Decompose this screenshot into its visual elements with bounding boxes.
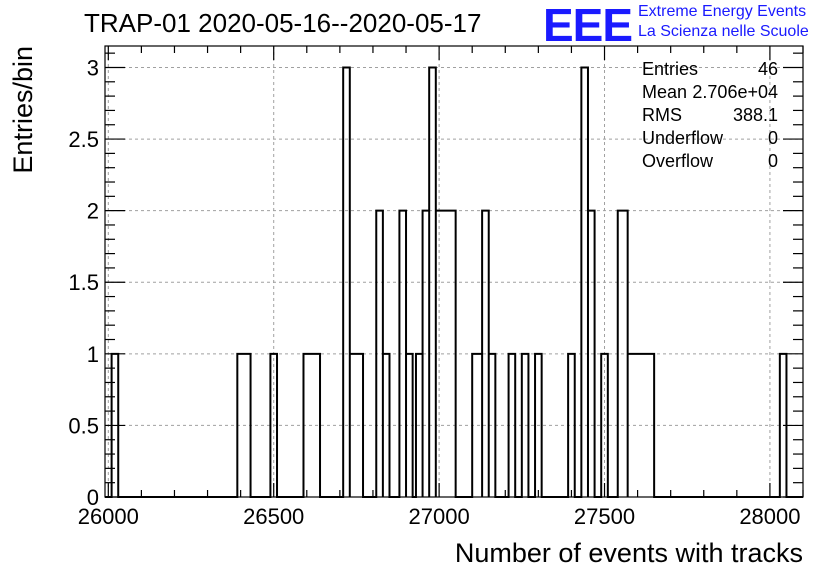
histogram-bin — [482, 211, 489, 497]
histogram-bin — [343, 67, 350, 497]
x-tick-label: 26000 — [78, 504, 139, 529]
logo-caption-line2: La Scienza nelle Scuole — [638, 23, 809, 40]
histogram-bin — [383, 354, 390, 497]
stats-box: Entries 46 Mean 2.706e+04 RMS 388.1 Unde… — [640, 58, 780, 173]
stat-underflow: Underflow 0 — [640, 127, 780, 150]
histogram-bin — [376, 211, 383, 497]
stat-rms-value: 388.1 — [732, 105, 778, 125]
histogram-bin — [436, 211, 456, 497]
stat-mean-value: 2.706e+04 — [692, 82, 778, 102]
histogram-bin — [472, 354, 482, 497]
histogram-bin — [416, 354, 423, 497]
histogram-bin — [628, 354, 654, 497]
stat-entries-value: 46 — [757, 59, 778, 79]
x-axis-title: Number of events with tracks — [455, 538, 803, 568]
histogram-bin — [601, 354, 608, 497]
stat-overflow-label: Overflow — [642, 151, 714, 171]
histogram-bin — [406, 354, 413, 497]
stat-overflow-value: 0 — [767, 151, 778, 171]
y-tick-label: 0 — [87, 485, 99, 510]
stat-rms: RMS 388.1 — [640, 104, 780, 127]
histogram-bin — [237, 354, 250, 497]
stat-mean-label: Mean — [642, 82, 688, 102]
y-tick-label: 0.5 — [68, 413, 99, 438]
histogram-bin — [489, 354, 496, 497]
logo-caption: Extreme Energy Events La Scienza nelle S… — [638, 2, 809, 42]
stat-mean: Mean 2.706e+04 — [640, 81, 780, 104]
histogram-bin — [350, 354, 363, 497]
histogram-bin — [399, 211, 406, 497]
x-tick-label: 27500 — [574, 504, 635, 529]
chart-title: TRAP-01 2020-05-16--2020-05-17 — [84, 8, 482, 38]
histogram-bin — [535, 354, 542, 497]
x-tick-label: 28000 — [739, 504, 800, 529]
eee-logo: EEE — [543, 0, 633, 51]
histogram-bin — [618, 211, 628, 497]
histogram-bin — [270, 354, 277, 497]
histogram-bin — [588, 211, 595, 497]
stat-rms-label: RMS — [642, 105, 682, 125]
y-axis-title: Entries/bin — [8, 46, 38, 174]
histogram-bin — [581, 67, 588, 497]
y-tick-label: 1.5 — [68, 270, 99, 295]
x-tick-label: 27000 — [409, 504, 470, 529]
stat-underflow-value: 0 — [767, 128, 778, 148]
stat-entries: Entries 46 — [640, 58, 780, 81]
histogram-bin — [509, 354, 516, 497]
axis-ticks — [105, 46, 804, 498]
logo-caption-line1: Extreme Energy Events — [638, 3, 807, 20]
stat-entries-label: Entries — [642, 59, 699, 79]
stat-overflow: Overflow 0 — [640, 150, 780, 173]
histogram-bin — [303, 354, 320, 497]
stat-underflow-label: Underflow — [642, 128, 724, 148]
y-tick-label: 3 — [87, 55, 99, 80]
y-tick-label: 2.5 — [68, 127, 99, 152]
histogram-bin — [568, 354, 575, 497]
y-tick-label: 1 — [87, 342, 99, 367]
histogram-bin — [522, 354, 529, 497]
y-tick-label: 2 — [87, 199, 99, 224]
histogram-bin — [423, 211, 430, 497]
x-tick-label: 26500 — [243, 504, 304, 529]
tick-labels: 26000 26500 27000 27500 28000 0 0.5 1 1.5 2 2.5 3 — [68, 55, 800, 529]
histogram-bin — [429, 67, 436, 497]
plot-frame — [104, 45, 804, 498]
